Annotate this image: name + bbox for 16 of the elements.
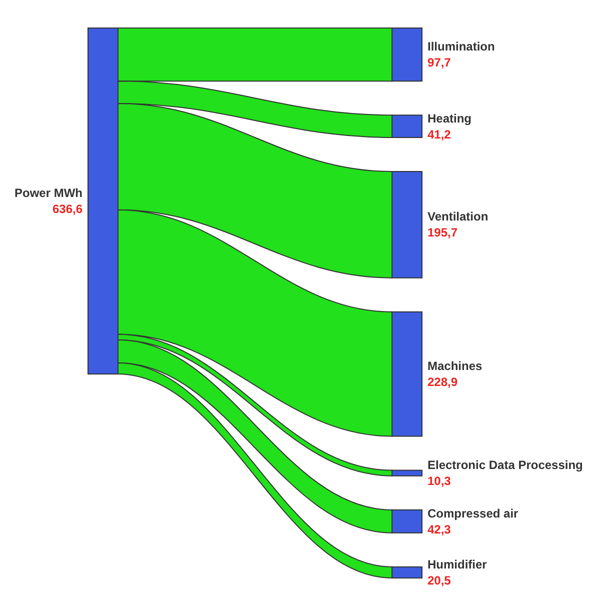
category-label: Humidifier bbox=[428, 557, 488, 572]
data-label: 195,7 bbox=[428, 226, 458, 240]
category-label: Electronic Data Processing bbox=[428, 458, 583, 472]
data-label: 97,7 bbox=[428, 56, 452, 70]
category-label: Heating bbox=[428, 111, 472, 126]
category-label: Machines bbox=[428, 359, 483, 374]
text: Power MWh bbox=[14, 186, 82, 200]
data-label: 10,3 bbox=[428, 474, 452, 488]
data-label: 42,3 bbox=[428, 522, 452, 536]
data-label: 20,5 bbox=[428, 573, 452, 588]
category-label: Illumination bbox=[428, 40, 495, 54]
text: 636,6 bbox=[52, 202, 83, 216]
category-label: Ventilation bbox=[428, 210, 488, 224]
category-label: Compressed air bbox=[428, 506, 519, 520]
data-label: 228,9 bbox=[428, 375, 458, 390]
data-label: 41,2 bbox=[428, 127, 452, 142]
